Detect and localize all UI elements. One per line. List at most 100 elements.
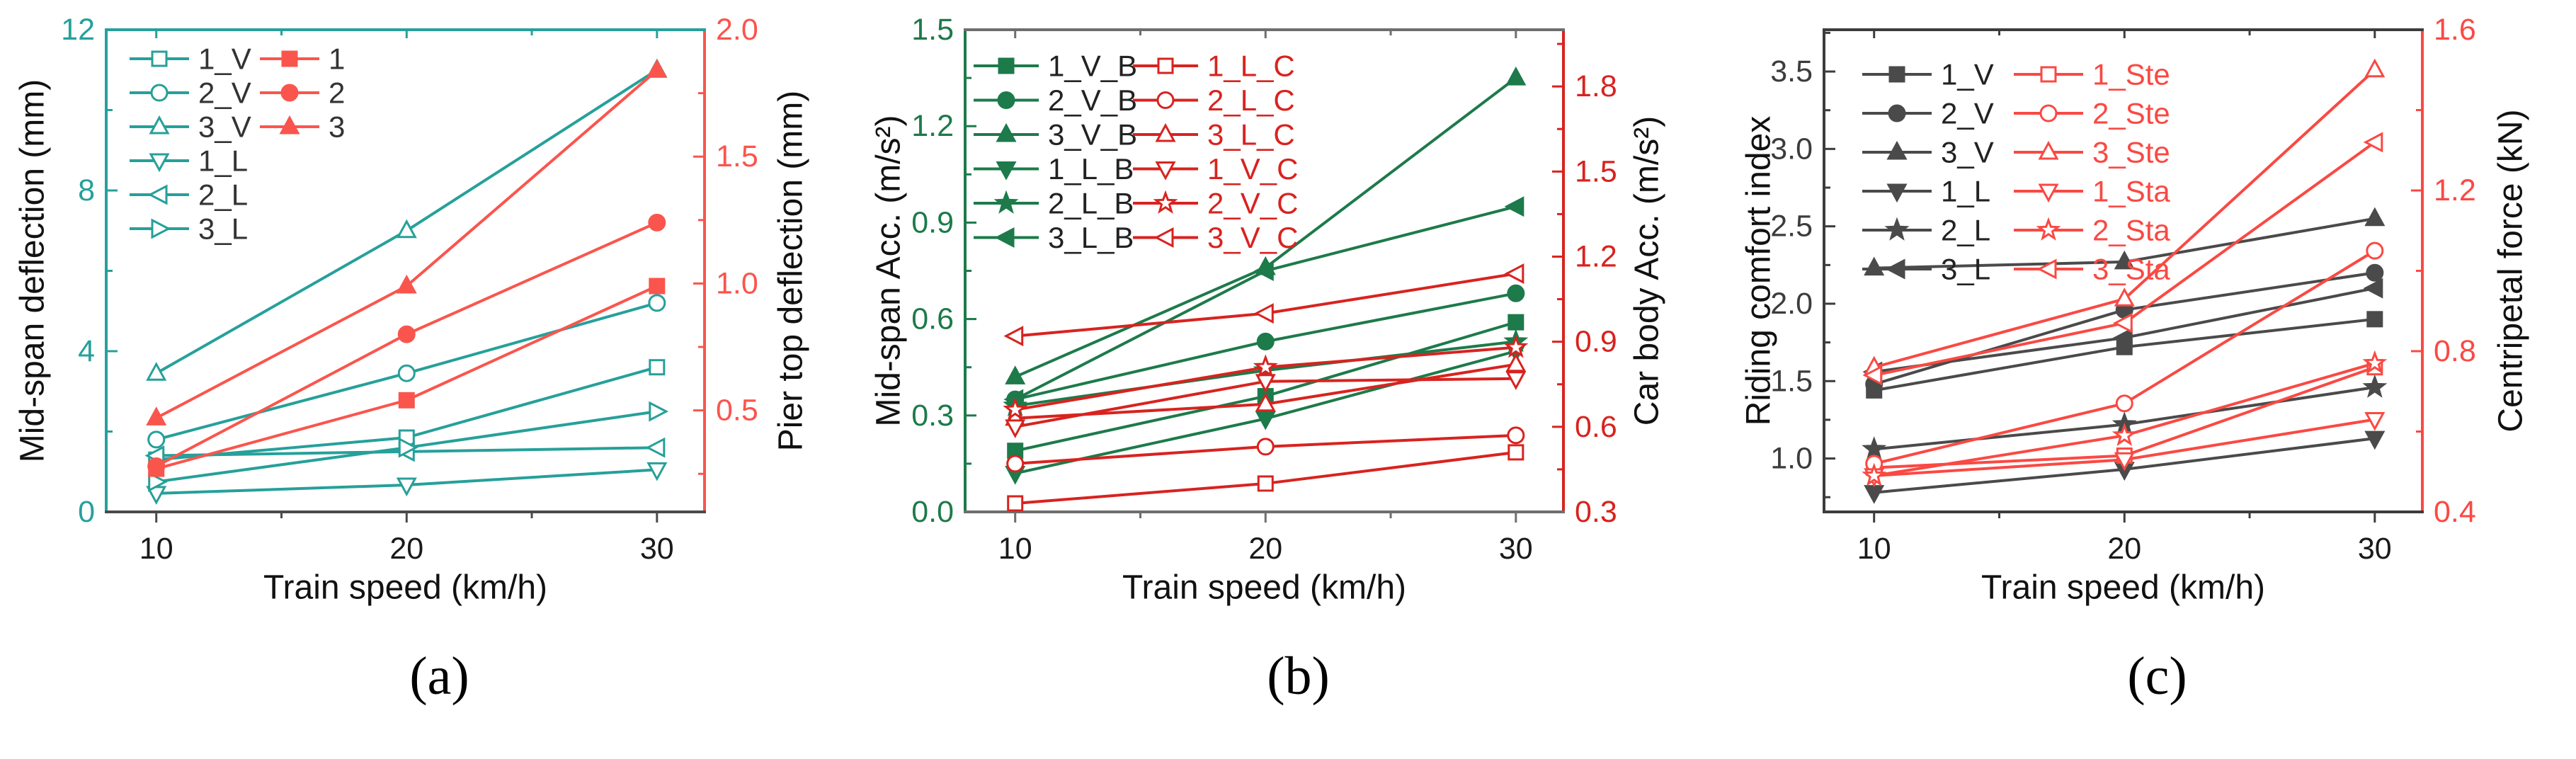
triangle-right-marker bbox=[151, 218, 171, 239]
triangle-left-marker bbox=[1003, 326, 1024, 347]
circle-marker bbox=[2115, 394, 2133, 413]
series-2_L_C bbox=[1006, 426, 1525, 473]
left-tick-label: 8 bbox=[78, 173, 95, 207]
legend-item-2_V_C: 2_V_C bbox=[1133, 187, 1298, 220]
circle-marker bbox=[280, 84, 299, 102]
legend-item-3: 3 bbox=[260, 110, 345, 144]
triangle-up-marker bbox=[2114, 250, 2135, 270]
legend-item-1_V_C: 1_V_C bbox=[1133, 152, 1298, 186]
right-axis-title: Centripetal force (kN) bbox=[2492, 109, 2530, 432]
circle-marker bbox=[147, 457, 166, 475]
triangle-up-marker bbox=[146, 362, 167, 381]
triangle-down-marker bbox=[396, 477, 417, 497]
chart-c-plot: 1.0 1.5 2.0 2.5 3.0 3.5 0.4 0.8 1.2 1.6 10 20 30 Ridi… bbox=[1740, 13, 2530, 607]
legend-label: 2_L bbox=[198, 178, 248, 212]
x-tick-label: 10 bbox=[139, 532, 173, 566]
triangle-left-marker bbox=[1254, 261, 1274, 281]
legend-item-3_L_C: 3_L_C bbox=[1133, 118, 1295, 152]
triangle-down-marker bbox=[996, 161, 1017, 181]
triangle-up-marker bbox=[1886, 140, 1908, 160]
triangle-down-marker bbox=[1255, 374, 1276, 393]
right-tick-label: 1.2 bbox=[1575, 239, 1617, 273]
chart-a-caption: (a) bbox=[409, 646, 469, 706]
circle-marker bbox=[997, 91, 1015, 109]
right-tick-label: 1.6 bbox=[2434, 13, 2476, 47]
legend-label: 3_L_B bbox=[1048, 221, 1134, 254]
triangle-up-marker bbox=[396, 219, 417, 239]
triangle-left-marker bbox=[1254, 303, 1274, 324]
left-tick-label: 3.5 bbox=[1770, 55, 1813, 89]
left-tick-label: 1.2 bbox=[911, 109, 954, 143]
square-marker bbox=[151, 50, 168, 67]
circle-marker bbox=[147, 430, 166, 449]
triangle-down-marker bbox=[2038, 183, 2059, 203]
circle-marker bbox=[397, 364, 416, 382]
legend-item-3_V_C: 3_V_C bbox=[1133, 221, 1298, 254]
series-3 bbox=[146, 59, 668, 426]
triangle-left-marker bbox=[1504, 263, 1524, 284]
star-marker bbox=[2362, 350, 2388, 374]
circle-marker bbox=[1156, 91, 1175, 109]
legend-label: 2_V bbox=[198, 76, 251, 110]
triangle-up-marker bbox=[1505, 66, 1527, 86]
right-tick-label: 1.2 bbox=[2434, 173, 2476, 207]
series-2_Sta bbox=[1862, 350, 2388, 486]
right-tick-label: 1.8 bbox=[1575, 69, 1617, 103]
x-tick-label: 30 bbox=[1499, 532, 1533, 566]
left-tick-label: 0.6 bbox=[911, 302, 954, 336]
triangle-right-marker bbox=[649, 401, 669, 422]
legend-item-1_Ste: 1_Ste bbox=[2014, 58, 2170, 91]
right-tick-label: 1.5 bbox=[1575, 154, 1617, 188]
square-marker bbox=[998, 57, 1015, 74]
star-marker bbox=[1253, 354, 1278, 378]
left-axis-title: Mid-span deflection (mm) bbox=[14, 79, 52, 463]
legend-label: 1_V bbox=[198, 42, 251, 76]
legend-label: 1_L_B bbox=[1048, 152, 1134, 186]
triangle-right-marker bbox=[148, 471, 168, 492]
legend-label: 2_Sta bbox=[2092, 214, 2170, 247]
triangle-up-marker bbox=[146, 406, 167, 426]
legend-item-2: 2 bbox=[260, 76, 345, 110]
legend-label: 1_V bbox=[1941, 58, 1994, 91]
legend-label: 1_Ste bbox=[2092, 58, 2170, 91]
triangle-up-marker bbox=[2364, 207, 2386, 227]
triangle-down-marker bbox=[2364, 411, 2386, 431]
series-1_L bbox=[146, 462, 668, 506]
legend-item-2_Sta: 2_Sta bbox=[2014, 214, 2170, 247]
legend-item-3_Sta: 3_Sta bbox=[2014, 253, 2170, 286]
chart-b-plot: 0.0 0.3 0.6 0.9 1.2 1.5 0.3 0.6 0.9 1.2 1.5 1.8 10 20… bbox=[870, 13, 1666, 607]
circle-marker bbox=[150, 84, 169, 102]
triangle-down-marker bbox=[1255, 411, 1276, 430]
triangle-down-marker bbox=[149, 153, 170, 173]
star-marker bbox=[1153, 190, 1178, 214]
legend-label: 3_V_B bbox=[1048, 118, 1137, 152]
triangle-left-marker bbox=[645, 437, 666, 458]
legend-label: 3 bbox=[329, 110, 345, 144]
legend-label: 1_Sta bbox=[2092, 175, 2170, 208]
axes: 0.0 0.3 0.6 0.9 1.2 1.5 0.3 0.6 0.9 1.2 1.5 1.8 10 20… bbox=[870, 13, 1666, 607]
panel-b: 0.0 0.3 0.6 0.9 1.2 1.5 0.3 0.6 0.9 1.2 1.5 1.8 10 20… bbox=[859, 0, 1718, 759]
square-marker bbox=[1508, 314, 1524, 331]
square-marker bbox=[2366, 311, 2383, 328]
series-3_L bbox=[148, 401, 669, 492]
triangle-left-marker bbox=[994, 227, 1015, 248]
triangle-left-marker bbox=[1153, 227, 1174, 248]
triangle-up-marker bbox=[1255, 392, 1276, 412]
star-marker bbox=[1862, 436, 1887, 460]
left-tick-label: 0.0 bbox=[911, 495, 954, 529]
legend-label: 2_V_B bbox=[1048, 84, 1137, 117]
star-marker bbox=[2111, 422, 2137, 447]
legend-item-2_L_C: 2_L_C bbox=[1133, 84, 1295, 117]
legend-item-2_V: 2_V bbox=[1862, 97, 1994, 130]
triangle-right-marker bbox=[398, 437, 418, 458]
chart-c-caption: (c) bbox=[2127, 646, 2187, 706]
series-3_V_C bbox=[1003, 263, 1524, 347]
right-axis-title: Car body Acc. (m/s²) bbox=[1629, 116, 1666, 426]
axes: 0 4 8 12 0.5 1.0 1.5 2.0 10 20 30 Mid-span deflecti… bbox=[14, 13, 810, 607]
triangle-up-marker bbox=[646, 59, 668, 78]
legend-item-1_Sta: 1_Sta bbox=[2014, 175, 2170, 208]
legend-label: 3_V bbox=[1941, 136, 1994, 169]
triangle-down-marker bbox=[1864, 485, 1885, 504]
right-tick-label: 1.5 bbox=[716, 139, 758, 173]
